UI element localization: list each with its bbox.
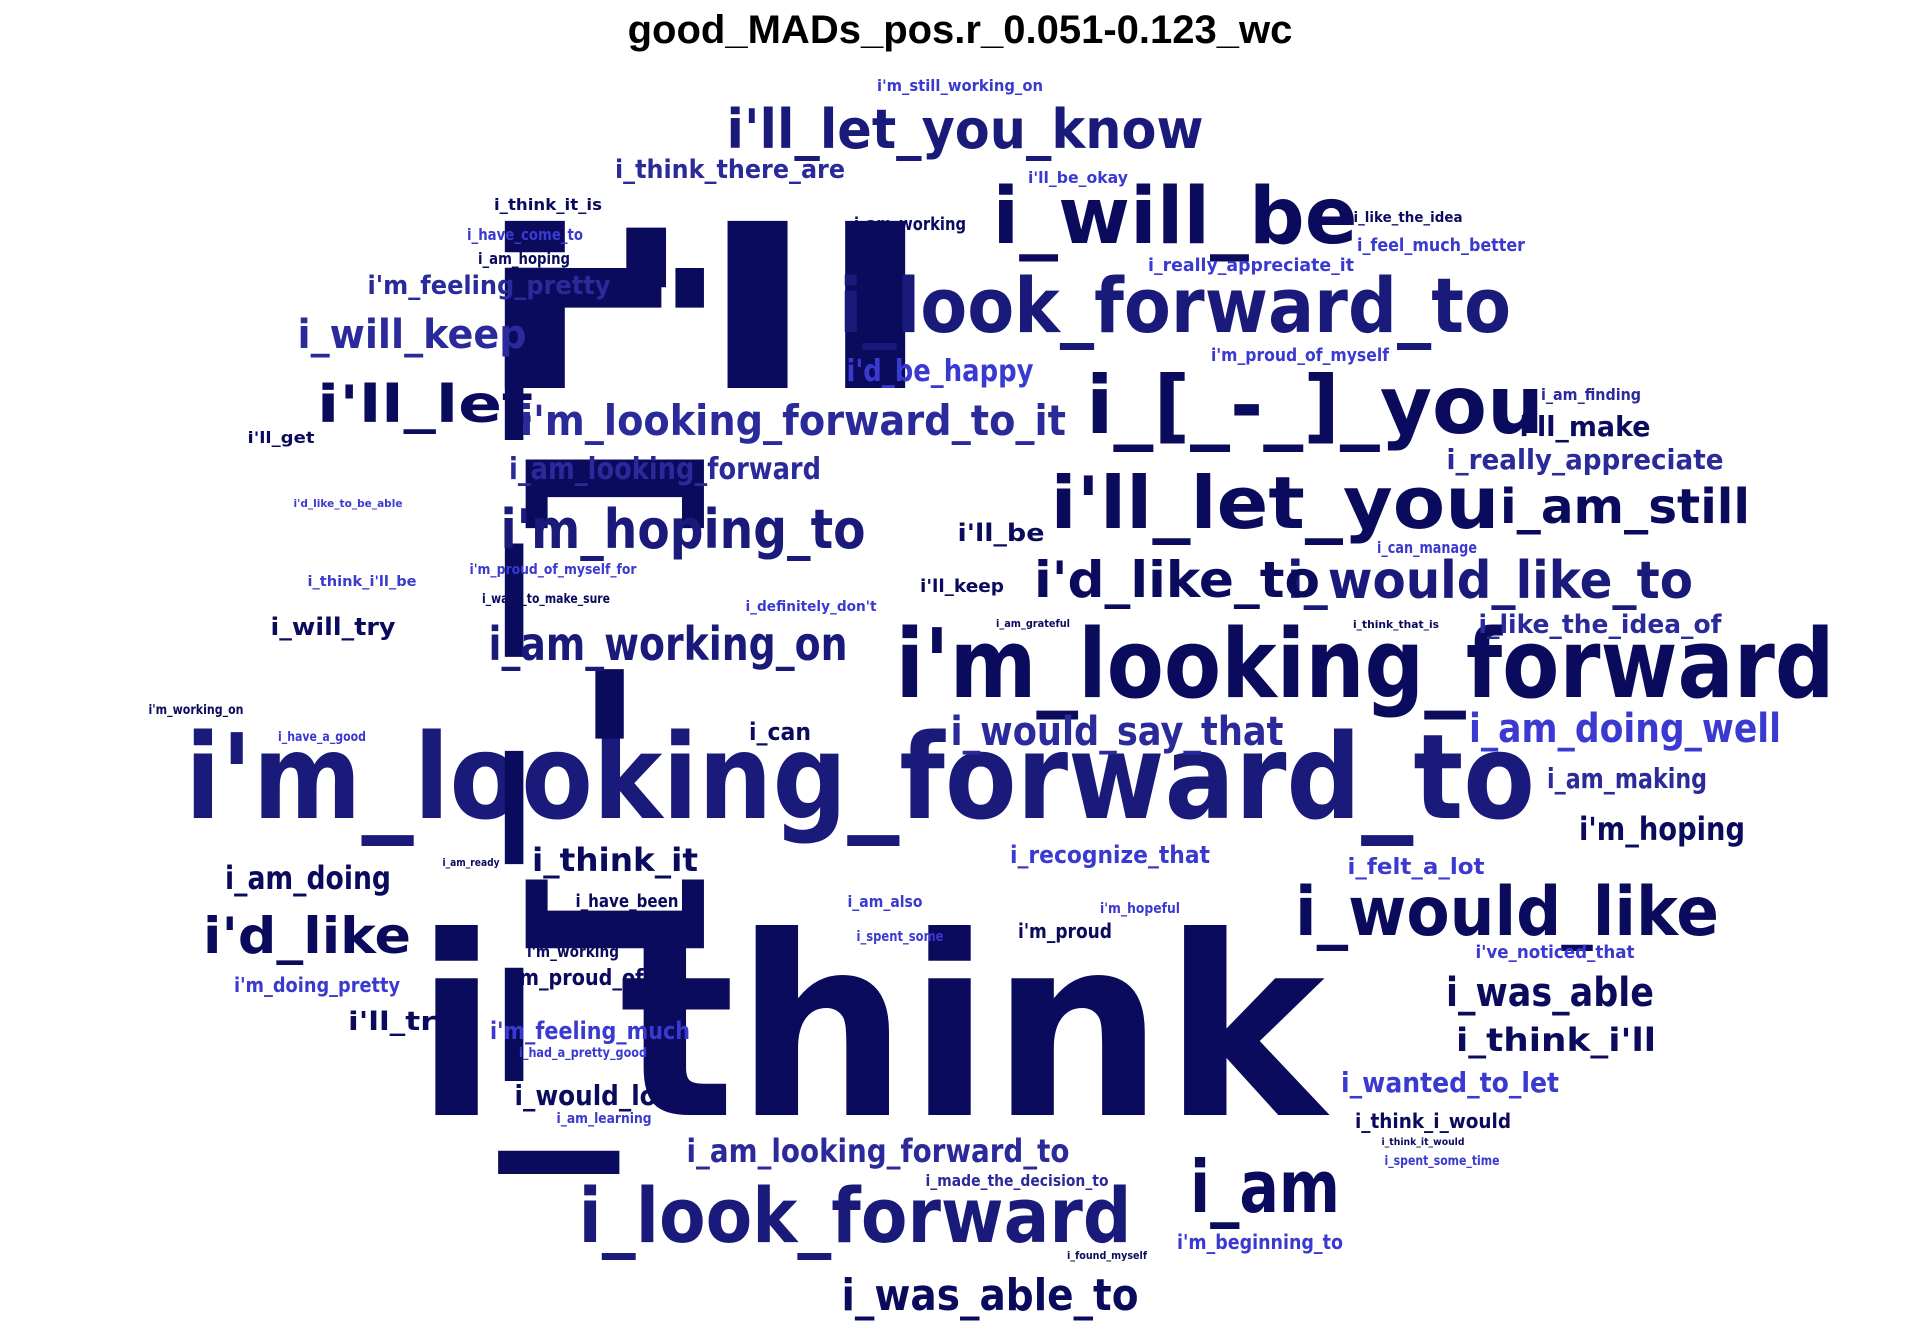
word-85: i_think_that_is bbox=[1353, 618, 1439, 631]
word-47: i_can bbox=[749, 718, 811, 746]
word-5: i_[_-_]_you bbox=[1086, 359, 1544, 452]
word-18: i'd_like bbox=[203, 907, 411, 965]
word-12: i'll_let_you_know bbox=[727, 98, 1204, 161]
word-68: i_made_the_decision_to bbox=[926, 1171, 1109, 1190]
word-78: i'm_working_on bbox=[149, 703, 244, 718]
word-70: i'm_hopeful bbox=[1100, 901, 1180, 917]
word-66: i_am_also bbox=[848, 892, 923, 911]
word-15: i'd_like_to bbox=[1034, 551, 1320, 609]
word-22: i_would_say_that bbox=[951, 709, 1284, 755]
word-23: i_am_doing_well bbox=[1469, 706, 1781, 752]
word-41: i'm_feeling_much bbox=[490, 1017, 690, 1045]
word-43: i_recognize_that bbox=[1010, 841, 1210, 869]
word-11: i_would_like bbox=[1295, 873, 1719, 952]
word-29: i'm_hoping bbox=[1579, 810, 1745, 848]
word-10: i_am bbox=[1190, 1145, 1340, 1229]
word-34: i_think_there_are bbox=[615, 155, 845, 185]
word-30: i_think_i'll bbox=[1456, 1021, 1656, 1059]
word-48: i_felt_a_lot bbox=[1348, 855, 1486, 880]
word-37: i_really_appreciate bbox=[1447, 443, 1724, 476]
word-63: i_am_finding bbox=[1541, 385, 1641, 404]
word-32: i_think_it bbox=[532, 841, 698, 879]
word-3: i_[_-_]_ bbox=[504, 249, 737, 1081]
word-83: i'd_like_to_be_able bbox=[294, 497, 403, 510]
word-60: i_think_it_is bbox=[494, 195, 602, 214]
word-17: i'll_let bbox=[317, 375, 533, 435]
word-28: i'd_be_happy bbox=[847, 354, 1034, 389]
word-84: i_am_grateful bbox=[996, 617, 1070, 630]
word-56: i_really_appreciate_it bbox=[1148, 255, 1354, 276]
word-26: i_am_looking_forward_to bbox=[687, 1132, 1070, 1170]
word-2: i'll bbox=[476, 184, 934, 440]
word-7: i_will_be bbox=[993, 172, 1358, 262]
word-72: i_like_the_idea bbox=[1354, 210, 1463, 226]
word-8: i_look_forward bbox=[579, 1171, 1132, 1260]
word-45: i'm_proud_of bbox=[507, 966, 644, 991]
word-20: i'm_looking_forward_to_it bbox=[520, 396, 1066, 445]
word-88: i_found_myself bbox=[1067, 1249, 1147, 1262]
word-58: i'm_still_working_on bbox=[877, 76, 1043, 95]
word-33: i_would_love bbox=[515, 1079, 690, 1112]
word-6: i_look_forward_to bbox=[839, 261, 1511, 350]
word-31: i_am_doing bbox=[225, 859, 391, 897]
word-52: i_am_working bbox=[854, 214, 966, 235]
word-19: i_am_working_on bbox=[489, 617, 848, 671]
word-64: i_can_manage bbox=[1377, 538, 1477, 557]
word-1: i'm_looking_forward_to bbox=[185, 708, 1535, 846]
word-62: i'll_be_okay bbox=[1028, 168, 1129, 187]
word-74: i_think_i'll_be bbox=[308, 574, 417, 590]
word-14: i_would_like_to bbox=[1287, 551, 1693, 611]
word-51: i_think_i_would bbox=[1355, 1109, 1511, 1133]
word-69: i've_noticed_that bbox=[1476, 942, 1635, 963]
word-0: i_think bbox=[415, 883, 1331, 1174]
word-13: i'm_hoping_to bbox=[501, 498, 866, 561]
word-57: i'll_keep bbox=[920, 576, 1004, 597]
word-55: i_feel_much_better bbox=[1357, 235, 1525, 256]
word-40: i_wanted_to_let bbox=[1341, 1066, 1559, 1099]
word-80: i_am_learning bbox=[557, 1111, 652, 1127]
word-71: i_spent_some bbox=[857, 929, 944, 945]
word-42: i'll_try bbox=[348, 1007, 456, 1037]
word-38: i'll_make bbox=[1520, 410, 1651, 443]
word-59: i_am_hoping bbox=[478, 249, 570, 268]
word-44: i_will_try bbox=[271, 613, 396, 641]
word-9: i'll_let_you bbox=[1051, 461, 1500, 545]
word-81: i_had_a_pretty_good bbox=[519, 1046, 647, 1061]
word-39: i_like_the_idea_of bbox=[1479, 610, 1723, 640]
word-50: i'm_beginning_to bbox=[1177, 1230, 1343, 1254]
chart-title: good_MADs_pos.r_0.051-0.123_wc bbox=[627, 8, 1293, 52]
word-77: i_want_to_make_sure bbox=[482, 592, 610, 607]
word-61: i_have_come_to bbox=[467, 225, 583, 244]
word-46: i'll_be bbox=[958, 519, 1045, 547]
word-54: i'm_doing_pretty bbox=[234, 973, 400, 997]
word-36: i_am_making bbox=[1547, 762, 1707, 795]
word-86: i_am_ready bbox=[443, 856, 500, 869]
word-75: i'm_proud_of_myself_for bbox=[470, 562, 637, 578]
word-53: i'm_proud_of_myself bbox=[1211, 345, 1389, 366]
word-4: i'm_looking_forward bbox=[896, 610, 1835, 720]
word-76: i_definitely_don't bbox=[746, 599, 877, 615]
word-65: i_have_been bbox=[576, 891, 679, 912]
word-35: i'm_feeling_pretty bbox=[368, 271, 611, 301]
word-24: i_was_able bbox=[1446, 970, 1654, 1016]
word-79: i_have_a_good bbox=[278, 730, 366, 745]
word-16: i_am_still bbox=[1500, 479, 1750, 535]
word-67: i'm_working bbox=[527, 942, 619, 961]
word-25: i_will_keep bbox=[298, 312, 527, 358]
word-82: i_spent_some_time bbox=[1385, 1154, 1500, 1169]
word-87: i_think_it_would bbox=[1382, 1137, 1465, 1148]
word-73: i'll_get bbox=[248, 428, 315, 447]
word-27: i_am_looking_forward bbox=[509, 452, 821, 487]
word-21: i_was_able_to bbox=[842, 1270, 1139, 1321]
word-49: i'm_proud bbox=[1018, 919, 1112, 943]
